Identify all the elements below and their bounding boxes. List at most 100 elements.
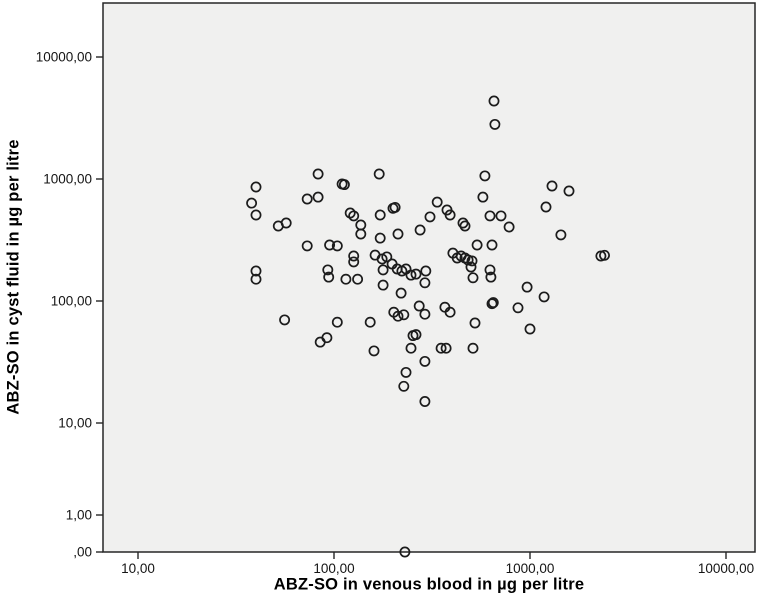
data-point [374,209,386,221]
data-point [503,221,515,233]
y-tick-label: 10000,00 [36,50,92,65]
data-point [410,329,422,341]
data-point [312,168,324,180]
data-point [340,273,352,285]
data-point [469,317,481,329]
y-tick-label: 1000,00 [43,172,92,187]
data-point [495,210,507,222]
data-point [484,210,496,222]
data-point [373,168,385,180]
data-point [444,306,456,318]
data-point [338,179,350,191]
data-point [410,268,422,280]
data-point [246,197,258,209]
data-point [395,287,407,299]
data-point [323,271,335,283]
data-point [321,332,333,344]
data-point [440,342,452,354]
data-point [419,308,431,320]
x-tick-label: 100,00 [313,561,354,576]
data-point [563,185,575,197]
data-point [486,239,498,251]
data-point [398,309,410,321]
data-point [419,396,431,407]
data-point [457,217,469,229]
data-point [431,196,443,208]
data-point [485,271,497,283]
y-tick-label: ,00 [73,545,92,560]
data-point [405,269,417,281]
data-point [459,220,471,232]
y-tick-label: 1,00 [66,508,92,523]
data-point [405,342,417,354]
data-point [465,261,477,273]
data-point [348,256,360,268]
data-point [331,240,343,252]
data-point [392,228,404,240]
data-point [389,201,401,213]
x-tick-label: 10,00 [121,561,155,576]
data-point [392,310,404,322]
data-point [399,546,411,558]
x-axis-title: ABZ-SO in venous blood in µg per litre [273,575,585,594]
data-point [250,265,262,277]
data-point [484,264,496,276]
data-point [364,316,376,328]
data-point [538,291,550,303]
data-point [324,239,336,251]
data-point [424,211,436,223]
data-point [555,229,567,241]
data-point [540,201,552,213]
data-point [467,342,479,354]
data-point [521,281,533,293]
data-point [489,118,501,130]
data-point [398,380,410,392]
y-tick-label: 100,00 [51,294,92,309]
y-axis-title: ABZ-SO in cyst fluid in µg per litre [4,139,23,415]
data-point [280,217,292,229]
data-point [331,316,343,328]
data-point [488,95,500,107]
plot-area [102,2,756,553]
data-point [301,193,313,205]
data-point [487,297,499,309]
data-point [355,228,367,240]
data-point [512,302,524,314]
data-point [352,273,364,285]
data-point [348,250,360,262]
data-point [381,251,393,263]
data-point [368,345,380,357]
data-point [546,180,558,192]
data-point [479,170,491,182]
data-point [377,279,389,291]
data-point [374,232,386,244]
x-tick-label: 1000,00 [506,561,555,576]
data-point [279,314,291,326]
data-point [250,181,262,193]
data-point [467,272,479,284]
data-point [471,239,483,251]
data-point [524,323,536,335]
data-point [250,209,262,221]
data-point [377,264,389,276]
data-point [477,191,489,203]
data-point [413,300,425,312]
data-point [444,209,456,221]
data-point [414,224,426,236]
data-point [435,342,447,354]
y-tick-label: 10,00 [58,416,92,431]
data-point [301,240,313,252]
data-point [419,277,431,289]
data-point [322,264,334,276]
x-tick-label: 10000,00 [698,561,754,576]
data-point [348,210,360,222]
data-point [400,366,412,378]
data-point [420,265,432,277]
data-point [312,191,324,203]
data-point [419,355,431,367]
data-point [250,273,262,285]
data-point [466,255,478,267]
data-point [486,298,498,310]
